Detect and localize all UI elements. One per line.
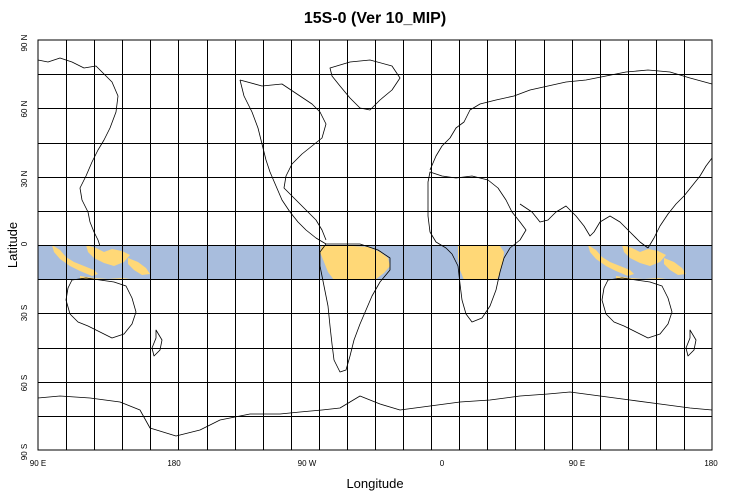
coast-south-america	[319, 243, 391, 373]
x-tick-label-0: 0	[439, 459, 445, 468]
coast-europe-asia-east	[37, 57, 119, 247]
coast-africa	[427, 171, 527, 323]
band-land-africa	[458, 245, 504, 280]
coast-new-zealand	[151, 329, 163, 357]
coast-australia-2	[601, 277, 673, 339]
band-land-indonesia-west	[52, 245, 98, 276]
coast-arabia-india	[519, 203, 649, 249]
x-tick-label-90e-2: 90 E	[568, 459, 586, 468]
map-frame	[37, 39, 713, 451]
band-land-borneo-sulawesi-2	[622, 245, 666, 266]
band-land-new-guinea-2	[664, 258, 686, 275]
x-tick-label-180: 180	[167, 459, 181, 468]
coast-new-zealand-2	[685, 329, 697, 357]
band-land-new-guinea	[128, 258, 150, 275]
x-tick-label-180-2: 180	[704, 459, 718, 468]
map-title: 15S-0 (Ver 10_MIP)	[303, 10, 447, 27]
band-land-south-america	[320, 245, 390, 280]
band-land-borneo-sulawesi	[86, 245, 130, 266]
coast-north-america-west	[239, 79, 327, 245]
coast-australia	[65, 277, 137, 339]
coast-europe	[429, 69, 713, 171]
coast-greenland	[329, 59, 401, 111]
coast-north-america	[239, 79, 327, 241]
coastlines	[37, 57, 713, 437]
x-axis-label: Longitude	[346, 476, 404, 491]
x-tick-label-90e: 90 E	[29, 459, 47, 468]
x-tick-label-90w: 90 W	[297, 459, 317, 468]
coast-antarctica	[37, 391, 713, 437]
map-grid	[38, 40, 712, 450]
coast-asia-east	[647, 157, 713, 249]
band-land-indonesia-west-2	[588, 245, 634, 276]
